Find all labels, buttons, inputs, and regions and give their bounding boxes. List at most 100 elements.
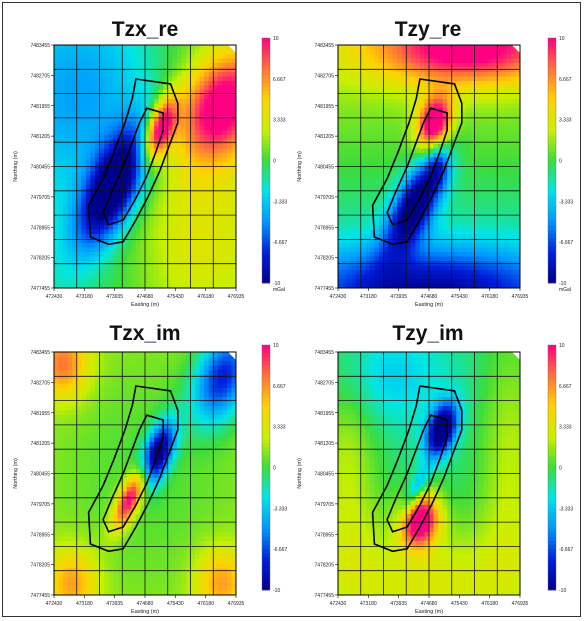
heatmap-cell [72, 220, 78, 226]
heatmap-cell [222, 274, 228, 280]
heatmap-cell [190, 153, 196, 158]
heatmap-cell [85, 99, 91, 104]
heatmap-cell [72, 193, 78, 199]
heatmap-cell [465, 67, 471, 73]
heatmap-cell [54, 234, 59, 239]
heatmap-cell [81, 207, 87, 212]
heatmap-cell [185, 54, 191, 59]
heatmap-cell [465, 207, 471, 212]
heatmap-cell [231, 166, 237, 172]
heatmap-cell [158, 189, 164, 194]
colorbar-segment [548, 70, 556, 76]
heatmap-cell [85, 243, 91, 248]
heatmap-cell [392, 247, 398, 253]
heatmap-cell [497, 45, 503, 50]
heatmap-cell [208, 388, 214, 393]
heatmap-cell [140, 90, 146, 95]
heatmap-cell [469, 49, 475, 55]
heatmap-cell [456, 49, 462, 55]
heatmap-cell [492, 112, 498, 118]
heatmap-cell [222, 225, 228, 230]
x-tick-label: 476935 [512, 294, 529, 300]
heatmap-cell [72, 180, 78, 185]
heatmap-cell [488, 171, 494, 176]
heatmap-cell [217, 356, 223, 362]
heatmap-cell [135, 130, 141, 136]
heatmap-cell [342, 216, 348, 221]
heatmap-cell [154, 211, 160, 217]
heatmap-cell [108, 135, 114, 140]
heatmap-cell [342, 85, 348, 91]
heatmap-cell [63, 211, 69, 217]
colorbar-segment [262, 70, 270, 76]
heatmap-cell [81, 193, 87, 199]
heatmap-cell [167, 63, 173, 68]
heatmap-cell [108, 54, 114, 59]
heatmap-cell [185, 117, 191, 122]
heatmap-cell [94, 216, 100, 221]
heatmap-cell [488, 99, 494, 104]
heatmap-cell [113, 54, 119, 59]
heatmap-cell [442, 279, 448, 284]
heatmap-cell [447, 121, 453, 127]
heatmap-cell [154, 370, 160, 375]
heatmap-cell [401, 279, 407, 284]
heatmap-cell [442, 198, 448, 203]
heatmap-cell [204, 67, 210, 73]
heatmap-cell [342, 180, 348, 185]
heatmap-cell [424, 279, 430, 284]
heatmap-cell [360, 49, 366, 55]
heatmap-cell [497, 184, 503, 190]
heatmap-cell [85, 121, 91, 127]
heatmap-cell [217, 45, 223, 50]
heatmap-cell [374, 153, 380, 158]
heatmap-cell [126, 81, 132, 86]
heatmap-cell [474, 99, 480, 104]
heatmap-cell [488, 117, 494, 122]
heatmap-cell [360, 112, 366, 118]
heatmap-cell [469, 81, 475, 86]
heatmap-cell [108, 225, 114, 230]
heatmap-cell [85, 365, 91, 371]
heatmap-cell [154, 216, 160, 221]
heatmap-cell [451, 148, 457, 154]
heatmap-cell [199, 72, 205, 77]
heatmap-cell [424, 193, 430, 199]
heatmap-cell [195, 171, 200, 176]
heatmap-cell [104, 103, 109, 109]
heatmap-cell [231, 184, 237, 190]
heatmap-cell [501, 171, 507, 176]
heatmap-cell [469, 121, 475, 127]
heatmap-cell [222, 243, 228, 248]
heatmap-cell [167, 175, 173, 181]
heatmap-cell [401, 126, 407, 131]
heatmap-cell [76, 356, 82, 362]
heatmap-cell [76, 234, 82, 239]
heatmap-cell [145, 283, 150, 289]
heatmap-cell [199, 379, 205, 384]
heatmap-cell [506, 130, 512, 136]
heatmap-cell [90, 81, 96, 86]
heatmap-cell [365, 76, 371, 82]
heatmap-cell [497, 103, 503, 109]
y-tick-label: 7478955 [315, 225, 335, 231]
heatmap-cell [424, 85, 430, 91]
heatmap-cell [85, 198, 91, 203]
heatmap-cell [231, 76, 237, 82]
heatmap-cell [447, 211, 453, 217]
heatmap-cell [113, 256, 119, 262]
colorbar-segment [548, 107, 556, 112]
heatmap-cell [90, 374, 96, 380]
heatmap-cell [515, 85, 521, 91]
heatmap-cell [392, 103, 398, 109]
heatmap-cell [149, 283, 155, 289]
heatmap-cell [383, 189, 389, 194]
heatmap-cell [369, 225, 375, 230]
heatmap-cell [479, 265, 484, 271]
heatmap-cell [492, 148, 498, 154]
colorbar-segment [548, 127, 556, 133]
heatmap-cell [204, 274, 210, 280]
heatmap-cell [117, 153, 123, 158]
heatmap-cell [67, 108, 73, 113]
heatmap-cell [424, 270, 430, 275]
